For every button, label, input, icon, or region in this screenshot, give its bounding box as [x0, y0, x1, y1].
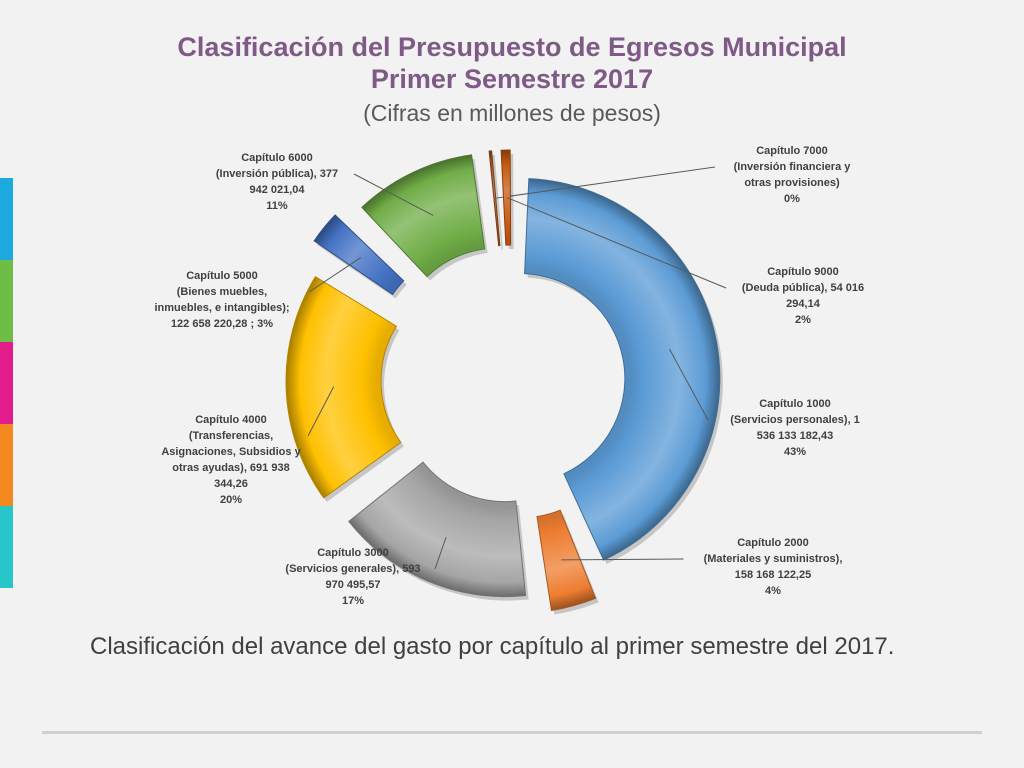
- pie-slice: [536, 509, 597, 612]
- slice-label-line: (Servicios generales), 593: [285, 563, 421, 575]
- slice-label: Capítulo 1000 (Servicios personales), 1 53…: [710, 396, 880, 460]
- slice-label-line: inmuebles, e intangibles);: [154, 302, 290, 314]
- slice-label-line: (Materiales y suministros),: [703, 553, 843, 565]
- pie-slice: [348, 461, 527, 598]
- leader-line: [353, 173, 434, 216]
- slice-label-line: 2%: [795, 314, 811, 326]
- slice-label-line: 122 658 220,28 ; 3%: [170, 318, 274, 330]
- leader-line: [494, 166, 716, 199]
- slice-label-line: 970 495,57: [325, 579, 381, 591]
- bottom-divider: [42, 731, 982, 734]
- chart-title: Clasificación del Presupuesto de Egresos…: [177, 32, 847, 62]
- slice-label: Capítulo 3000 (Servicios generales), 593 9…: [273, 545, 433, 609]
- slice-label-line: Capítulo 1000: [759, 398, 831, 410]
- strip-segment: [0, 342, 13, 424]
- leader-line: [308, 257, 362, 293]
- slice-label-line: 158 168 122,25: [734, 569, 812, 581]
- slice-label-line: 4%: [765, 585, 781, 597]
- slice-label: Capítulo 5000 (Bienes muebles, inmuebles, …: [137, 268, 307, 332]
- slice-label-line: Capítulo 6000: [241, 152, 313, 164]
- chart-title-line2: Primer Semestre 2017: [370, 64, 654, 94]
- leader-line: [506, 197, 727, 289]
- pie-slice: [361, 154, 486, 278]
- pie-slice: [500, 149, 512, 246]
- leader-line: [434, 537, 447, 570]
- slice-label-line: 536 133 182,43: [756, 430, 834, 442]
- slice-label-line: otras ayudas), 691 938: [172, 462, 290, 474]
- slice-label-line: (Deuda pública), 54 016: [741, 282, 865, 294]
- slice-label-line: Capítulo 3000: [317, 547, 389, 559]
- slice-label-line: 20%: [219, 494, 243, 506]
- leader-line: [669, 348, 709, 421]
- strip-segment: [0, 178, 13, 260]
- slice-label-line: 17%: [341, 595, 365, 607]
- slice-shadow: [492, 154, 503, 250]
- strip-segment: [0, 260, 13, 342]
- pie-slice: [524, 178, 721, 561]
- slice-label-line: 942 021,04: [249, 184, 305, 196]
- slice-label-line: 294,14: [786, 298, 820, 310]
- slice-label: Capítulo 4000 (Transferencias, Asignacione…: [156, 412, 306, 508]
- slice-label-line: (Inversión pública), 377: [215, 168, 339, 180]
- pie-slice: [488, 150, 501, 247]
- slice-label: Capítulo 9000 (Deuda pública), 54 016 294,…: [728, 264, 878, 328]
- slice-label-line: (Transferencias,: [188, 430, 274, 442]
- slice-label-line: Capítulo 9000: [767, 266, 839, 278]
- leader-line: [561, 558, 684, 561]
- slice-label-line: Capítulo 4000: [195, 414, 267, 426]
- slice-label-line: 0%: [784, 193, 800, 205]
- slice-label-line: (Inversión financiera y: [733, 161, 851, 173]
- slice-label-line: otras provisiones): [744, 177, 840, 189]
- slice-label: Capítulo 7000 (Inversión financiera y otra…: [717, 143, 867, 207]
- slice-label-line: (Bienes muebles,: [176, 286, 268, 298]
- chart-subtitle: (Cifras en millones de pesos): [363, 100, 661, 126]
- slice-label-line: Capítulo 7000: [756, 145, 828, 157]
- slice-label-line: Capítulo 2000: [737, 537, 809, 549]
- slice-label-line: (Servicios personales), 1: [730, 414, 860, 426]
- pie-slice: [285, 276, 402, 499]
- slice-label: Capítulo 2000 (Materiales y suministros),…: [686, 535, 861, 599]
- slice-label-line: 43%: [783, 446, 807, 458]
- caption-text: Clasificación del avance del gasto por c…: [90, 633, 895, 660]
- slice-label-line: Asignaciones, Subsidios y: [161, 446, 301, 458]
- slice-label-line: Capítulo 5000: [186, 270, 258, 282]
- strip-segment: [0, 424, 13, 506]
- leader-line: [307, 386, 335, 437]
- slice-label-line: 11%: [266, 200, 288, 212]
- side-color-strip: [0, 178, 13, 588]
- strip-segment: [0, 506, 13, 588]
- slice-label: Capítulo 6000 (Inversión pública), 377 942…: [202, 150, 352, 214]
- pie-slice: [313, 214, 405, 296]
- slice-label-line: 344,26: [214, 478, 248, 490]
